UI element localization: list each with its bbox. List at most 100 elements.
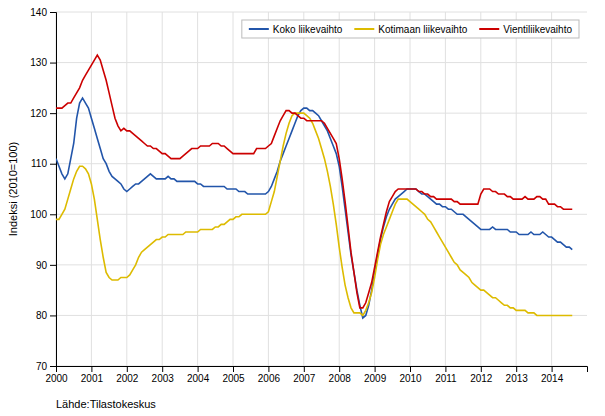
tick: 70 bbox=[36, 361, 56, 372]
tick-mark bbox=[91, 366, 92, 372]
tick-mark bbox=[445, 366, 446, 372]
tick-label: 2009 bbox=[364, 373, 387, 384]
tick-label: 2012 bbox=[470, 373, 493, 384]
tick-mark bbox=[198, 366, 199, 372]
tick: 2000 bbox=[45, 366, 68, 384]
legend-swatch bbox=[479, 28, 499, 30]
grid-line-y bbox=[56, 214, 587, 215]
tick-mark bbox=[50, 315, 56, 316]
tick: 110 bbox=[31, 158, 56, 169]
grid-line-x bbox=[445, 12, 446, 366]
grid-line-x bbox=[303, 12, 304, 366]
tick: 2006 bbox=[258, 366, 281, 384]
legend-item: Koko liikevaihto bbox=[249, 24, 343, 35]
tick-mark bbox=[233, 366, 234, 372]
grid-line-y bbox=[56, 163, 587, 164]
legend-frame bbox=[242, 20, 579, 38]
tick: 2002 bbox=[116, 366, 139, 384]
tick-mark bbox=[339, 366, 340, 372]
tick-mark bbox=[516, 366, 517, 372]
tick-label: 2003 bbox=[152, 373, 175, 384]
y-axis-title: Indeksi (2010=100) bbox=[7, 142, 19, 236]
tick-mark bbox=[50, 214, 56, 215]
tick: 2013 bbox=[506, 366, 529, 384]
legend: Koko liikevaihto Kotimaan liikevaihto Vien… bbox=[242, 20, 579, 38]
legend-swatch bbox=[354, 28, 374, 30]
legend-swatch bbox=[249, 28, 269, 30]
y-axis: 70 80 90 100 110 120 130 140 bbox=[30, 7, 56, 372]
tick-label: 2004 bbox=[187, 373, 210, 384]
tick-label: 110 bbox=[31, 158, 47, 169]
tick-label: 130 bbox=[30, 57, 47, 68]
tick: 90 bbox=[36, 260, 56, 271]
grid-line-y bbox=[56, 62, 587, 63]
legend-item: Vientiliikevaihto bbox=[479, 24, 572, 35]
tick-label: 2005 bbox=[222, 373, 245, 384]
tick: 2009 bbox=[364, 366, 387, 384]
tick: 80 bbox=[36, 310, 56, 321]
tick-mark bbox=[304, 366, 305, 372]
tick-mark bbox=[50, 164, 56, 165]
series-line bbox=[56, 113, 572, 315]
legend-label: Vientiliikevaihto bbox=[503, 24, 572, 35]
tick-mark bbox=[50, 12, 56, 13]
source: Lähde:Tilastokeskus bbox=[56, 398, 156, 410]
grid-line-x bbox=[551, 12, 552, 366]
tick-label: 2007 bbox=[293, 373, 316, 384]
legend-label: Kotimaan liikevaihto bbox=[378, 24, 467, 35]
tick-label: 2010 bbox=[399, 373, 422, 384]
tick-mark bbox=[268, 366, 269, 372]
tick-mark bbox=[481, 366, 482, 372]
grid-line-x bbox=[339, 12, 340, 366]
x-axis: 2000 2001 2002 2003 2004 2005 2006 2007 2008 2009… bbox=[45, 366, 587, 384]
tick: 2008 bbox=[329, 366, 352, 384]
tick: 2012 bbox=[470, 366, 493, 384]
tick-mark bbox=[50, 63, 56, 64]
axis-line bbox=[50, 13, 57, 367]
legend-item: Kotimaan liikevaihto bbox=[354, 24, 467, 35]
grid-line-x bbox=[126, 12, 127, 366]
tick-label: 100 bbox=[30, 209, 47, 220]
tick: 100 bbox=[30, 209, 56, 220]
tick-label: 2013 bbox=[506, 373, 529, 384]
axis-line bbox=[57, 367, 588, 373]
grid-line-x bbox=[516, 12, 517, 366]
tick: 120 bbox=[30, 108, 56, 119]
grid-line-y bbox=[56, 113, 587, 114]
tick: 2011 bbox=[435, 366, 457, 384]
grid-line-y bbox=[56, 315, 587, 316]
tick: 2003 bbox=[152, 366, 175, 384]
tick: 2007 bbox=[293, 366, 316, 384]
tick: 2004 bbox=[187, 366, 210, 384]
tick-mark bbox=[50, 113, 56, 114]
grid-line-x bbox=[162, 12, 163, 366]
tick-label: 70 bbox=[36, 361, 48, 372]
tick: 2005 bbox=[222, 366, 245, 384]
tick-label: 2002 bbox=[116, 373, 139, 384]
lines bbox=[56, 55, 572, 318]
tick: 2014 bbox=[541, 366, 564, 384]
tick-mark bbox=[162, 366, 163, 372]
grid-line-x bbox=[480, 12, 481, 366]
tick-label: 80 bbox=[36, 310, 48, 321]
tick: 2010 bbox=[399, 366, 422, 384]
grid bbox=[56, 12, 587, 366]
grid-line-y bbox=[56, 12, 587, 13]
tick-label: 2001 bbox=[81, 373, 104, 384]
grid-line-x bbox=[268, 12, 269, 366]
tick-mark bbox=[552, 366, 553, 372]
tick-mark bbox=[50, 265, 56, 266]
tick-mark bbox=[127, 366, 128, 372]
tick: 130 bbox=[30, 57, 56, 68]
tick-label: 2000 bbox=[45, 373, 68, 384]
grid-line-x bbox=[374, 12, 375, 366]
tick-label: 140 bbox=[30, 7, 47, 18]
chart: 2000 2001 2002 2003 2004 2005 2006 2007 2008 2009… bbox=[0, 0, 605, 416]
tick-mark bbox=[50, 366, 56, 367]
tick-mark bbox=[375, 366, 376, 372]
tick: 2001 bbox=[81, 366, 104, 384]
legend-label: Koko liikevaihto bbox=[273, 24, 343, 35]
series-line bbox=[56, 98, 572, 318]
tick-label: 2014 bbox=[541, 373, 564, 384]
series-line bbox=[56, 55, 572, 308]
